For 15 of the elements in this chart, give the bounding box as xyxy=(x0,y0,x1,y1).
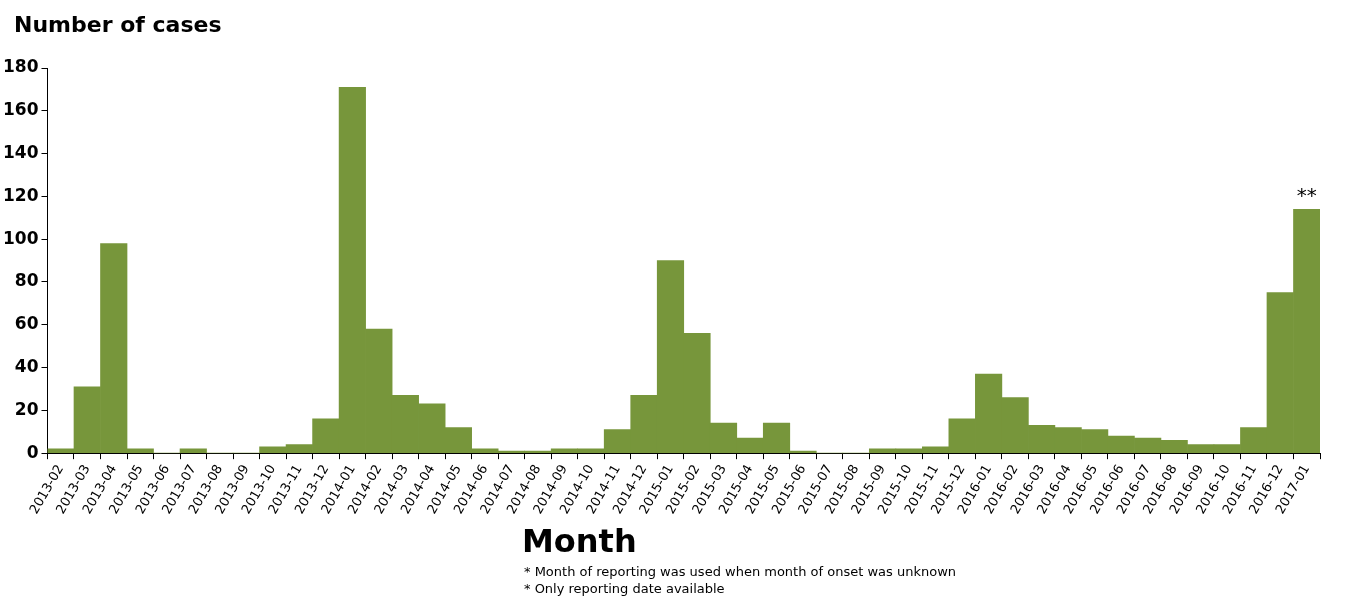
x-axis-title: Month xyxy=(522,522,637,560)
y-tick-label: 160 xyxy=(2,99,39,120)
y-axis-title: Number of cases xyxy=(14,12,222,37)
y-tick-label: 0 xyxy=(26,441,39,462)
y-tick-label: 80 xyxy=(14,270,39,291)
y-tick-label: 100 xyxy=(2,227,39,248)
y-tick-label: 120 xyxy=(2,184,39,205)
y-tick-label: 60 xyxy=(14,313,39,334)
y-tick-label: 180 xyxy=(2,56,39,77)
y-tick-label: 140 xyxy=(2,142,39,163)
y-tick-label: 40 xyxy=(14,355,39,376)
y-tick-label: 20 xyxy=(14,398,39,419)
text: * Only reporting date available xyxy=(524,581,725,596)
annotation: ** xyxy=(1296,183,1317,208)
text: * Month of reporting was used when month of onset was unknown xyxy=(524,564,957,579)
